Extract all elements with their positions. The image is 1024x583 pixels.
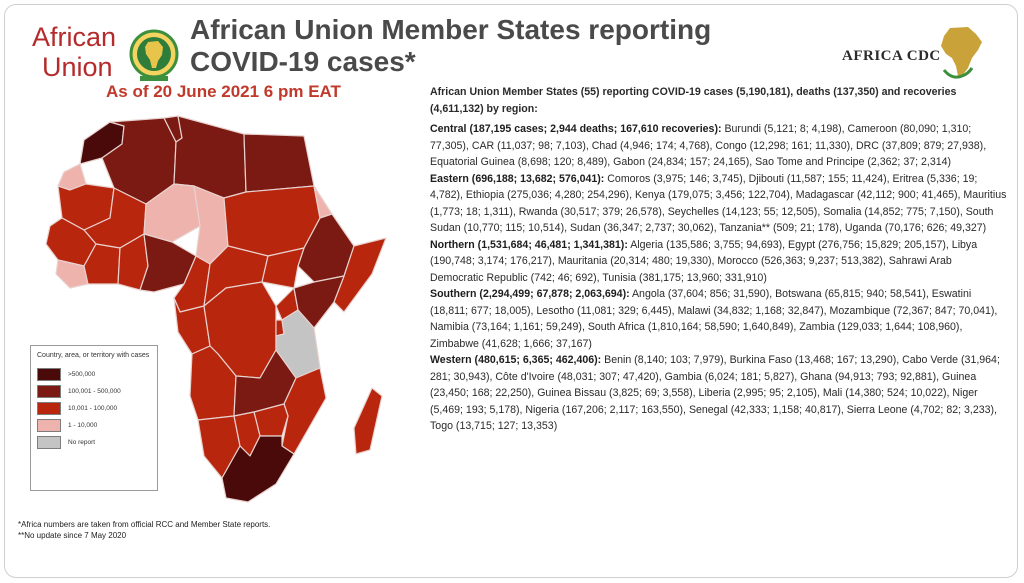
legend-label: No report bbox=[68, 439, 96, 446]
page-title: African Union Member States reporting CO… bbox=[190, 14, 790, 78]
au-logo-word-african: African bbox=[32, 22, 117, 52]
region-heading: Central (187,195 cases; 2,944 deaths; 16… bbox=[430, 123, 722, 135]
report-date: As of 20 June 2021 6 pm EAT bbox=[106, 82, 341, 101]
africa-map bbox=[14, 106, 394, 521]
legend-swatch bbox=[37, 385, 61, 398]
region-central: Central (187,195 cases; 2,944 deaths; 16… bbox=[430, 121, 1008, 171]
africa-map-svg bbox=[45, 115, 387, 503]
legend-swatch bbox=[37, 368, 61, 381]
region-eastern: Eastern (696,188; 13,682; 576,041): Como… bbox=[430, 171, 1008, 237]
region-details: Burundi (5,121; 8; 4,198), Cameroon (80,… bbox=[430, 123, 987, 168]
regional-summary: African Union Member States (55) reporti… bbox=[430, 84, 1008, 435]
region-heading: Western (480,615; 6,365; 462,406): bbox=[430, 354, 602, 366]
region-details: Benin (8,140; 103; 7,979), Burkina Faso … bbox=[430, 354, 1000, 432]
title-line-1: African Union Member States reporting bbox=[190, 14, 712, 45]
legend-item: >500,000 bbox=[37, 366, 151, 383]
au-emblem-icon bbox=[129, 29, 179, 81]
footnote-2: **No update since 7 May 2020 bbox=[18, 531, 127, 540]
map-legend: Country, area, or territory with cases >… bbox=[30, 345, 158, 491]
africa-cdc-logo: AFRICA CDC bbox=[838, 22, 988, 88]
region-heading: Northern (1,531,684; 46,481; 1,341,381): bbox=[430, 238, 628, 251]
region-heading: Eastern (696,188; 13,682; 576,041): bbox=[430, 172, 605, 185]
region-south-sudan bbox=[261, 247, 305, 289]
region-northern: Northern (1,531,684; 46,481; 1,341,381):… bbox=[430, 237, 1008, 287]
african-union-logo: African Union bbox=[30, 22, 180, 88]
legend-label: 10,001 - 100,000 bbox=[68, 405, 118, 412]
title-line-2: COVID-19 cases* bbox=[190, 46, 416, 77]
legend-label: >500,000 bbox=[68, 371, 96, 378]
legend-item: 100,001 - 500,000 bbox=[37, 383, 151, 400]
region-sierra-leone-liberia bbox=[55, 259, 89, 289]
region-details: Algeria (135,586; 3,755; 94,693), Egypt … bbox=[430, 238, 978, 284]
region-egypt bbox=[243, 133, 315, 193]
legend-label: 1 - 10,000 bbox=[68, 422, 98, 429]
region-heading: Southern (2,294,499; 67,878; 2,063,694): bbox=[430, 288, 630, 300]
region-details: Comoros (3,975; 146; 3,745), Djibouti (1… bbox=[430, 172, 1007, 235]
region-nigeria bbox=[139, 233, 197, 293]
region-southern: Southern (2,294,499; 67,878; 2,063,694):… bbox=[430, 286, 1008, 352]
page-frame bbox=[4, 4, 1018, 578]
cdc-logo-text: AFRICA CDC bbox=[842, 48, 941, 64]
legend-swatch bbox=[37, 436, 61, 449]
legend-swatch bbox=[37, 419, 61, 432]
summary-intro: African Union Member States (55) reporti… bbox=[430, 86, 957, 115]
au-logo-word-union: Union bbox=[42, 52, 113, 82]
footnotes: *Africa numbers are taken from official … bbox=[18, 519, 398, 541]
cdc-africa-silhouette-icon bbox=[941, 27, 982, 79]
region-details: Angola (37,604; 856; 31,590), Botswana (… bbox=[430, 288, 998, 350]
region-south-africa bbox=[221, 435, 295, 503]
legend-item: 1 - 10,000 bbox=[37, 417, 151, 434]
legend-item: No report bbox=[37, 434, 151, 451]
legend-title: Country, area, or territory with cases bbox=[37, 352, 150, 359]
region-madagascar bbox=[353, 387, 383, 455]
footnote-1: *Africa numbers are taken from official … bbox=[18, 520, 271, 529]
legend-item: 10,001 - 100,000 bbox=[37, 400, 151, 417]
region-western: Western (480,615; 6,365; 462,406): Benin… bbox=[430, 352, 1008, 435]
legend-label: 100,001 - 500,000 bbox=[68, 388, 121, 395]
legend-swatch bbox=[37, 402, 61, 415]
